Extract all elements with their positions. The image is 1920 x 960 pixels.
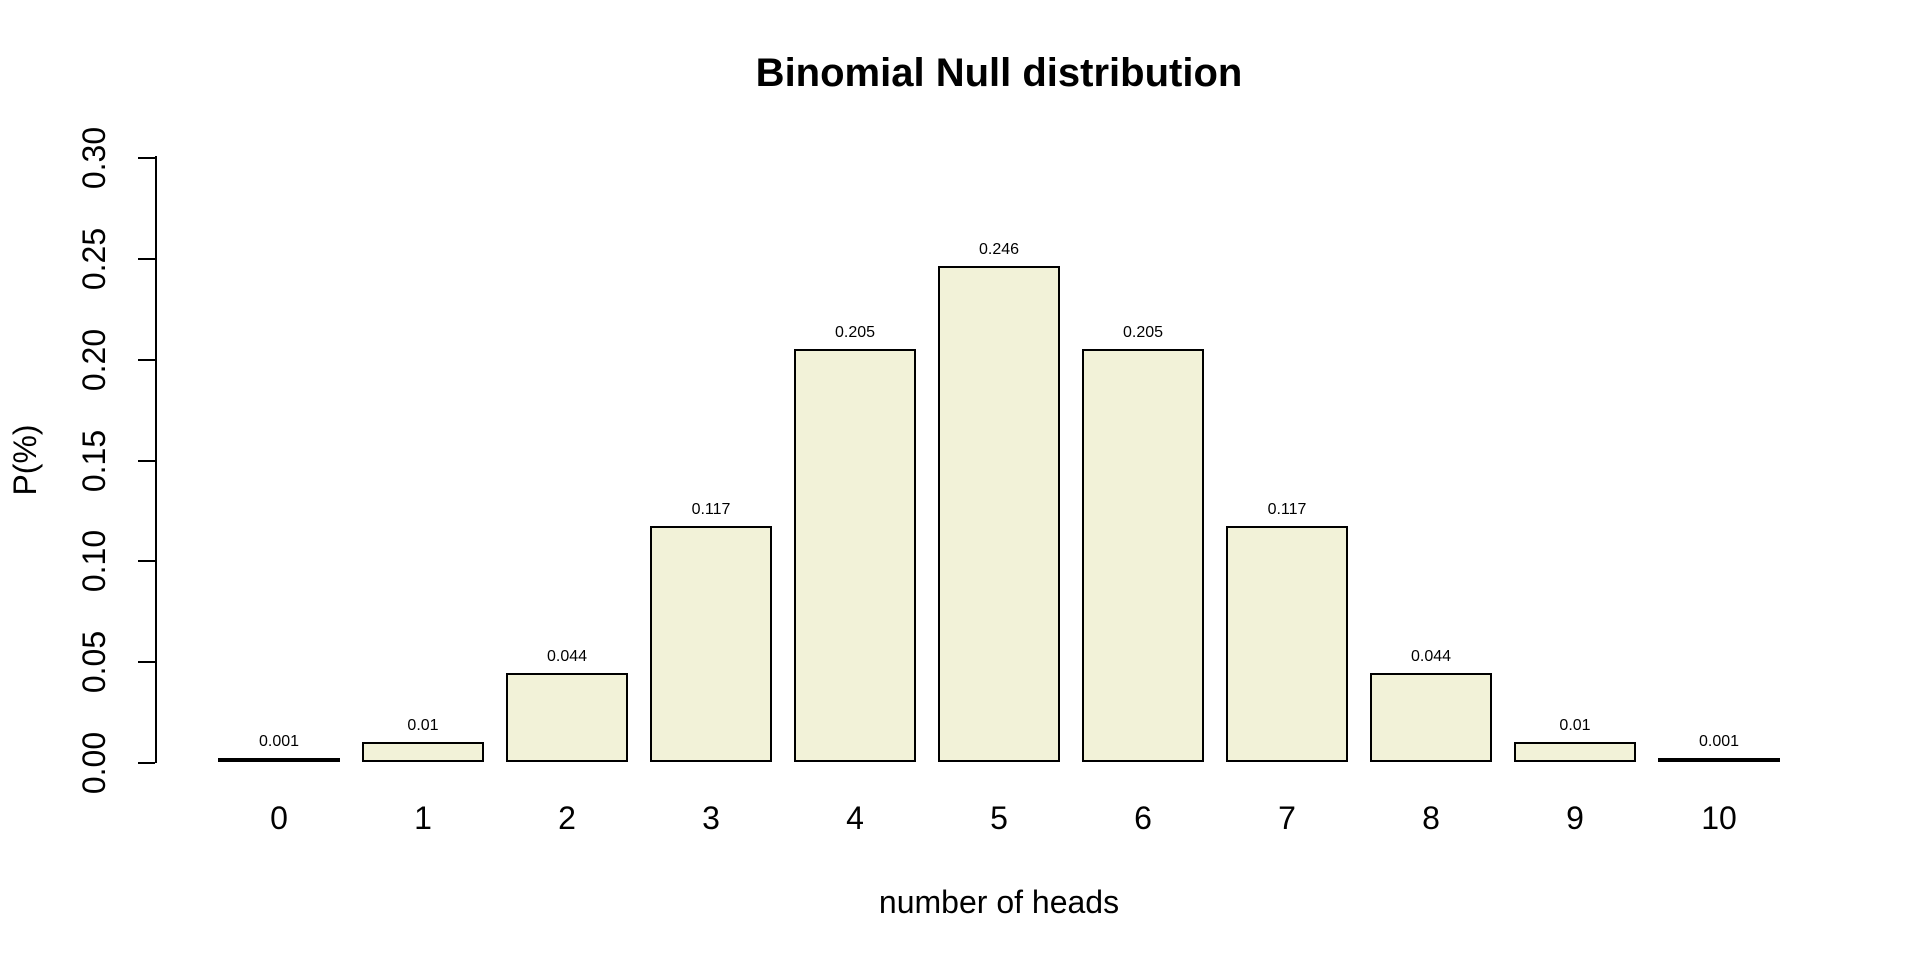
bar-value-label: 0.117 bbox=[1267, 501, 1307, 518]
y-tick bbox=[138, 258, 155, 260]
y-axis-title: P(%) bbox=[7, 424, 43, 496]
x-tick-label: 9 bbox=[1566, 800, 1584, 836]
bar-value-label: 0.117 bbox=[691, 501, 731, 518]
y-tick bbox=[138, 157, 155, 159]
x-tick-label: 1 bbox=[414, 800, 432, 836]
bar-value-label: 0.01 bbox=[1559, 717, 1591, 734]
bar bbox=[362, 742, 484, 762]
bar bbox=[1514, 742, 1636, 762]
y-tick-label: 0.00 bbox=[76, 731, 112, 795]
y-tick bbox=[138, 762, 155, 764]
bar bbox=[506, 673, 628, 762]
x-tick-label: 0 bbox=[270, 800, 288, 836]
bar-value-label: 0.205 bbox=[1122, 324, 1164, 341]
bar-value-label: 0.246 bbox=[978, 241, 1020, 258]
y-tick-label: 0.10 bbox=[76, 529, 112, 593]
bar-value-label: 0.205 bbox=[834, 324, 876, 341]
y-tick-label: 0.30 bbox=[76, 126, 112, 190]
bar-value-label: 0.001 bbox=[258, 733, 300, 750]
x-tick-label: 8 bbox=[1422, 800, 1440, 836]
x-tick-label: 10 bbox=[1701, 800, 1737, 836]
y-tick bbox=[138, 661, 155, 663]
bar bbox=[1370, 673, 1492, 762]
bar-value-label: 0.044 bbox=[546, 648, 588, 665]
bar-value-label: 0.044 bbox=[1410, 648, 1452, 665]
bar bbox=[1082, 349, 1204, 762]
y-axis-line bbox=[155, 156, 157, 763]
bar-value-label: 0.01 bbox=[407, 717, 439, 734]
y-tick bbox=[138, 560, 155, 562]
y-tick-label: 0.25 bbox=[76, 227, 112, 291]
chart-title: Binomial Null distribution bbox=[755, 51, 1243, 95]
bar bbox=[1658, 758, 1780, 762]
bar bbox=[1226, 526, 1348, 762]
bar bbox=[794, 349, 916, 762]
x-tick-label: 4 bbox=[846, 800, 864, 836]
x-tick-label: 6 bbox=[1134, 800, 1152, 836]
bar bbox=[218, 758, 340, 762]
x-tick-label: 2 bbox=[558, 800, 576, 836]
y-tick-label: 0.20 bbox=[76, 328, 112, 392]
y-tick bbox=[138, 460, 155, 462]
bar bbox=[938, 266, 1060, 762]
y-tick-label: 0.15 bbox=[76, 429, 112, 493]
bar bbox=[650, 526, 772, 762]
x-axis-title: number of heads bbox=[878, 884, 1120, 920]
y-tick-label: 0.05 bbox=[76, 630, 112, 694]
x-tick-label: 7 bbox=[1278, 800, 1296, 836]
x-tick-label: 3 bbox=[702, 800, 720, 836]
bar-value-label: 0.001 bbox=[1698, 733, 1740, 750]
x-tick-label: 5 bbox=[990, 800, 1008, 836]
y-tick bbox=[138, 359, 155, 361]
